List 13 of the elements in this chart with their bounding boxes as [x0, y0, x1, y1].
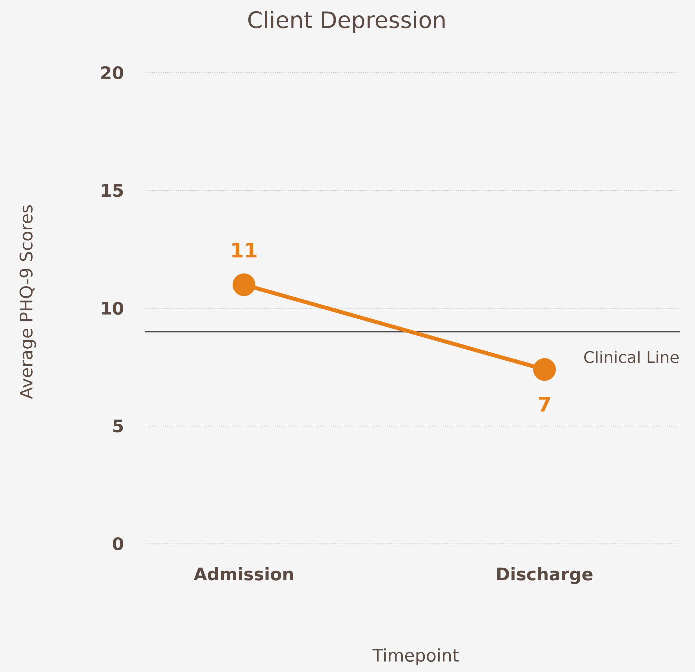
x-axis-title: Timepoint [372, 648, 459, 666]
y-axis-title: Average PHQ-9 Scores [20, 206, 36, 400]
y-tick-label: 20 [102, 66, 124, 80]
y-tick-label: 0 [113, 537, 124, 551]
ref-line-label: Clinical Line [584, 350, 679, 364]
x-tick-label: Discharge [498, 567, 593, 584]
chart-title: Client Depression [248, 11, 445, 33]
y-tick-label: 5 [114, 420, 124, 433]
data-label: 11 [232, 243, 257, 258]
y-tick-label: 15 [102, 184, 124, 198]
y-tick-label: 10 [102, 302, 124, 316]
data-label: 7 [539, 397, 550, 412]
x-tick-label: Admission [194, 567, 294, 581]
